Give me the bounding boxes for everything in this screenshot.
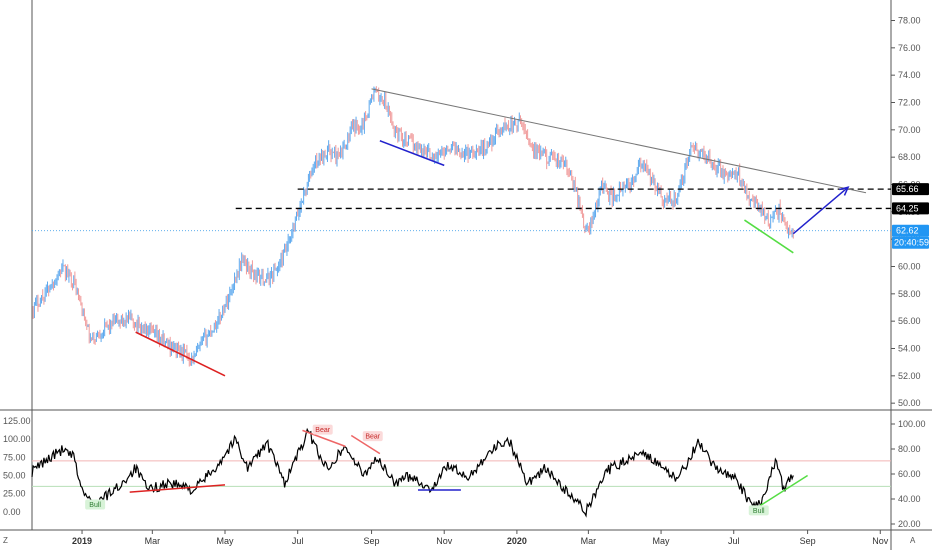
time-tick-label: Jul bbox=[292, 536, 304, 546]
trendline[interactable] bbox=[371, 88, 867, 194]
indicator-left-tick: 0.00 bbox=[3, 507, 21, 517]
projection-arrow[interactable] bbox=[792, 186, 849, 235]
price-tick-label: 78.00 bbox=[898, 16, 921, 26]
divergence-label: Bear bbox=[365, 434, 380, 441]
divergence-label-bg bbox=[312, 424, 333, 435]
indicator-left-tick: 125.00 bbox=[3, 416, 31, 426]
price-axis[interactable]: 78.0076.0074.0072.0070.0068.0066.0064.00… bbox=[891, 16, 929, 409]
time-tick-label: Mar bbox=[145, 536, 161, 546]
time-tick-label: May bbox=[216, 536, 234, 546]
indicator-right-tick: 80.00 bbox=[898, 444, 921, 454]
price-tick-label: 74.00 bbox=[898, 70, 921, 80]
indicator-trendline[interactable] bbox=[129, 484, 226, 493]
divergence-label: Bull bbox=[89, 502, 101, 509]
scale-mode-z-button[interactable]: Z bbox=[3, 536, 8, 545]
time-tick-label: Jul bbox=[728, 536, 740, 546]
indicator-right-tick: 100.00 bbox=[898, 419, 926, 429]
indicator-left-tick: 25.00 bbox=[3, 489, 26, 499]
price-tick-label: 56.00 bbox=[898, 316, 921, 326]
indicator-left-tick: 75.00 bbox=[3, 452, 26, 462]
indicator-right-tick: 60.00 bbox=[898, 469, 921, 479]
indicator-left-tick: 100.00 bbox=[3, 434, 31, 444]
indicator-trendline[interactable] bbox=[350, 434, 381, 455]
level-price-flag: 64.25 bbox=[896, 203, 919, 213]
countdown-flag-bg bbox=[892, 236, 929, 249]
divergence-label: Bear bbox=[315, 427, 330, 434]
indicator-right-tick: 40.00 bbox=[898, 494, 921, 504]
time-tick-label: Nov bbox=[872, 536, 889, 546]
trendline[interactable] bbox=[744, 219, 794, 254]
time-tick-label: May bbox=[653, 536, 671, 546]
auto-scale-a-button[interactable]: A bbox=[910, 536, 916, 545]
price-tick-label: 60.00 bbox=[898, 262, 921, 272]
drawings-layer bbox=[32, 88, 891, 377]
current-price-flag-bg bbox=[892, 224, 929, 237]
trendline[interactable] bbox=[135, 331, 226, 377]
oscillator-line[interactable] bbox=[31, 427, 794, 518]
price-tick-label: 54.00 bbox=[898, 344, 921, 354]
time-tick-label: Nov bbox=[436, 536, 453, 546]
trendline[interactable] bbox=[379, 140, 445, 167]
time-tick-label: 2020 bbox=[507, 536, 527, 546]
candles-layer bbox=[32, 86, 794, 367]
arrow-head bbox=[839, 186, 850, 196]
time-axis[interactable]: 2019 Mar May Jul Sep Nov 2020 Mar May Jul Sep Nov bbox=[72, 530, 889, 546]
price-tick-label: 52.00 bbox=[898, 371, 921, 381]
indicator-axes: 125.00 100.00 75.00 50.00 25.00 0.00 100.00 80.… bbox=[3, 416, 926, 529]
countdown-flag: 20:40:59 bbox=[894, 238, 929, 248]
indicator-pane[interactable]: Bull Bear Bear Bull bbox=[31, 424, 891, 518]
indicator-right-tick: 20.00 bbox=[898, 519, 921, 529]
time-tick-label: Mar bbox=[581, 536, 597, 546]
time-tick-label: Sep bbox=[800, 536, 816, 546]
price-tick-label: 58.00 bbox=[898, 289, 921, 299]
price-tick-label: 68.00 bbox=[898, 152, 921, 162]
price-tick-label: 76.00 bbox=[898, 43, 921, 53]
time-tick-label: Sep bbox=[364, 536, 380, 546]
level-price-flag: 65.66 bbox=[896, 184, 919, 194]
level-price-flag-bg bbox=[892, 202, 929, 215]
divergence-label-bg bbox=[85, 499, 106, 510]
time-tick-label: 2019 bbox=[72, 536, 92, 546]
level-price-flag-bg bbox=[892, 183, 929, 196]
price-tick-label: 70.00 bbox=[898, 125, 921, 135]
divergence-label-bg bbox=[748, 505, 769, 516]
divergence-label: Bull bbox=[753, 508, 765, 515]
divergence-label-bg bbox=[362, 431, 383, 442]
indicator-left-tick: 50.00 bbox=[3, 470, 26, 480]
indicator-trendline[interactable] bbox=[302, 429, 346, 448]
current-price-flag: 62.62 bbox=[896, 226, 919, 236]
price-tick-label: 50.00 bbox=[898, 398, 921, 408]
price-tick-label: 72.00 bbox=[898, 98, 921, 108]
